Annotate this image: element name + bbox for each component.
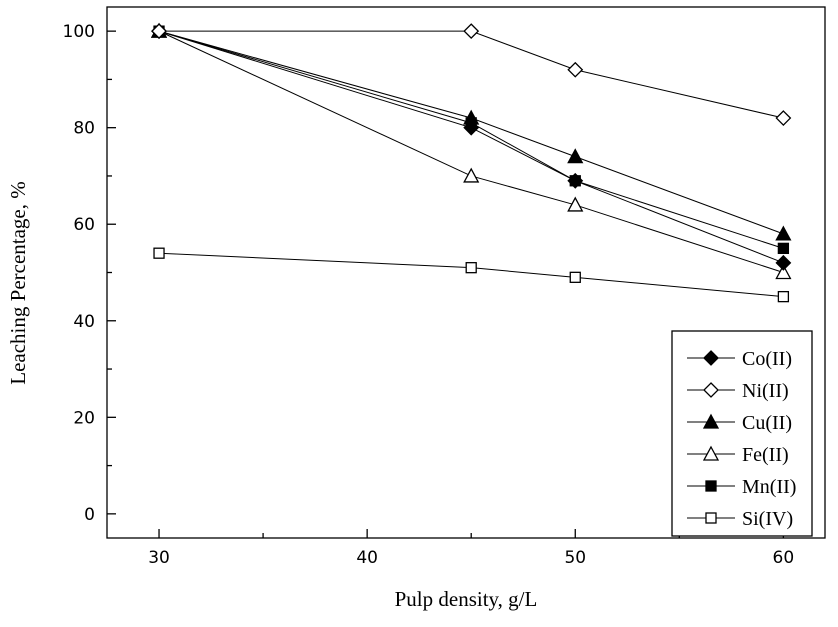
- axes: 30 40 50 60 0 20 40 60 80 100: [63, 22, 795, 568]
- legend-marker-feii: [702, 445, 720, 461]
- data-point-niii: [775, 110, 792, 126]
- series-layer: [150, 22, 792, 303]
- series-line-cuii: [158, 30, 784, 235]
- data-point-niii: [151, 23, 167, 40]
- x-tick-label: 30: [148, 548, 170, 568]
- data-point-siiv: [153, 247, 165, 259]
- data-point-siiv: [777, 290, 790, 303]
- data-point-siiv: [569, 271, 581, 283]
- legend-label-niii: Ni(II): [742, 380, 789, 402]
- legend-marker-cuii: [702, 413, 720, 429]
- series-niii: [151, 23, 792, 126]
- y-tick-label: 20: [73, 408, 95, 428]
- series-line-feii: [158, 30, 784, 273]
- series-coii: [151, 23, 792, 271]
- data-point-cuii: [567, 148, 584, 164]
- legend-marker-siiv: [705, 512, 717, 524]
- legend-label-cuii: Cu(II): [742, 412, 792, 434]
- legend-marker-coii: [703, 350, 719, 366]
- series-siiv: [153, 247, 790, 303]
- data-point-coii: [567, 172, 584, 189]
- data-point-niii: [567, 61, 584, 78]
- legend-label-mnii: Mn(II): [742, 476, 796, 498]
- x-axis-title: Pulp density, g/L: [395, 587, 538, 611]
- series-line-mnii: [158, 30, 784, 249]
- x-tick-label: 50: [564, 548, 586, 568]
- legend: Co(II) Ni(II) Cu(II) Fe(II) Mn(II) Si(IV): [671, 330, 813, 537]
- y-axis-title: Leaching Percentage, %: [6, 181, 30, 384]
- legend-box: [671, 330, 813, 537]
- legend-label-coii: Co(II): [742, 348, 792, 370]
- legend-label-feii: Fe(II): [742, 444, 789, 466]
- series-mnii: [153, 25, 790, 255]
- legend-marker-mnii: [705, 480, 717, 492]
- data-point-cuii: [463, 109, 480, 125]
- data-point-feii: [463, 167, 480, 183]
- data-point-coii: [775, 254, 792, 271]
- data-point-cuii: [775, 225, 792, 241]
- series-line-coii: [158, 30, 784, 264]
- y-tick-label: 60: [73, 215, 95, 235]
- data-point-mnii: [777, 242, 790, 255]
- y-tick-label: 80: [73, 119, 95, 139]
- data-point-niii: [463, 23, 480, 40]
- series-feii: [150, 22, 792, 280]
- y-tick-label: 0: [84, 505, 95, 525]
- data-point-siiv: [465, 262, 477, 274]
- series-line-siiv: [159, 252, 784, 298]
- data-point-feii: [775, 264, 792, 280]
- x-tick-label: 40: [356, 548, 378, 568]
- data-point-feii: [567, 196, 584, 212]
- x-tick-label: 60: [773, 548, 795, 568]
- y-tick-label: 40: [73, 312, 95, 332]
- legend-label-siiv: Si(IV): [742, 508, 793, 530]
- legend-marker-niii: [703, 382, 719, 398]
- series-line-niii: [159, 30, 784, 119]
- y-tick-label: 100: [63, 22, 95, 42]
